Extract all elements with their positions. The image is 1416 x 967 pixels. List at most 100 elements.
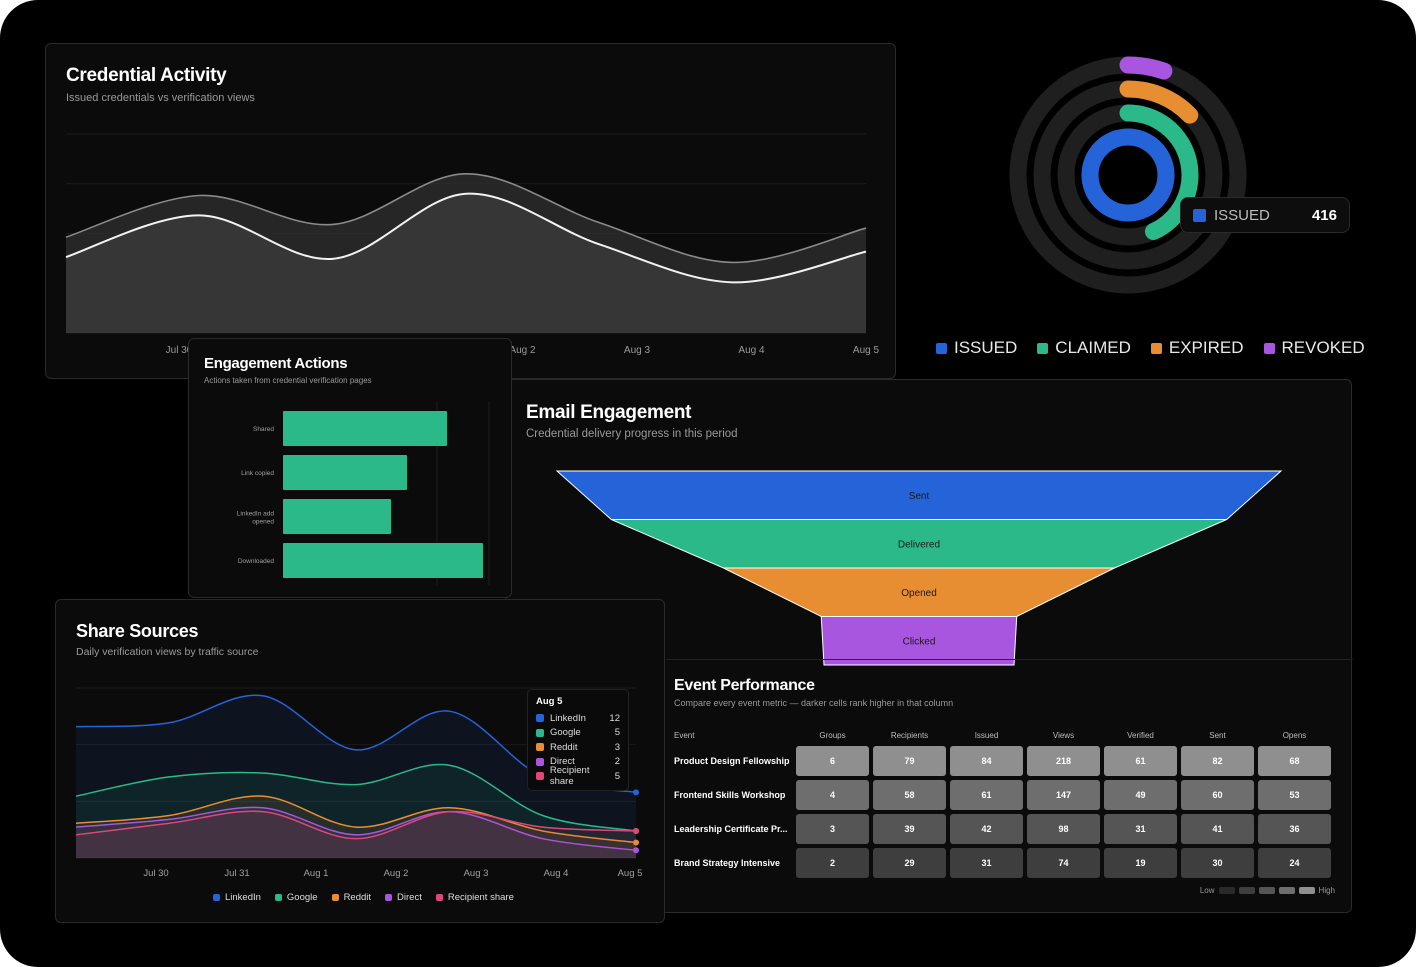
- metric-cell[interactable]: 61: [950, 780, 1023, 810]
- x-tick-label: Jul 30: [143, 868, 168, 879]
- tooltip-row-label: Reddit: [550, 741, 578, 753]
- legend-swatch: [213, 894, 220, 901]
- engagement-actions-card: Engagement Actions Actions taken from cr…: [188, 338, 512, 598]
- funnel-segment[interactable]: [820, 616, 1018, 666]
- metric-cell[interactable]: 2: [796, 848, 869, 878]
- radial-bar[interactable]: [1119, 80, 1199, 124]
- tooltip-swatch: [536, 757, 544, 766]
- point-linkedin[interactable]: [633, 789, 639, 796]
- column-header: Recipients: [890, 730, 929, 740]
- column-header: Opens: [1282, 730, 1307, 740]
- metric-cell[interactable]: 41: [1181, 814, 1254, 844]
- scale-swatch: [1218, 887, 1235, 894]
- legend-item-google[interactable]: Google: [274, 892, 318, 903]
- event-performance-title: Event Performance: [674, 677, 815, 694]
- funnel-label: Sent: [909, 491, 930, 502]
- card-title: Engagement Actions: [204, 355, 348, 372]
- metric-cell[interactable]: 49: [1104, 780, 1177, 810]
- scale-swatch: [1298, 887, 1315, 894]
- legend-label: Direct: [397, 892, 422, 903]
- x-tick-label: Aug 3: [464, 868, 489, 879]
- metric-cell[interactable]: 6: [796, 746, 869, 776]
- metric-cell[interactable]: 36: [1258, 814, 1331, 844]
- tooltip-row-value: 5: [614, 727, 620, 739]
- tooltip-row: Recipient share 5: [536, 765, 620, 787]
- metric-cell[interactable]: 84: [950, 746, 1023, 776]
- metric-cell[interactable]: 31: [1104, 814, 1177, 844]
- metric-cell[interactable]: 74: [1027, 848, 1100, 878]
- legend-item-recipient_share[interactable]: Recipient share: [435, 892, 514, 903]
- credential-activity-card: Credential Activity Issued credentials v…: [45, 43, 896, 379]
- table-row[interactable]: Brand Strategy Intensive 2 29 31 74 19 30 24: [674, 848, 1331, 878]
- metric-cell[interactable]: 42: [950, 814, 1023, 844]
- x-tick-label: Aug 3: [624, 345, 651, 356]
- legend-item-revoked[interactable]: REVOKED: [1263, 338, 1365, 358]
- legend-item-linkedin[interactable]: LinkedIn: [213, 892, 261, 903]
- card-subtitle: Issued credentials vs verification views: [66, 92, 255, 104]
- radial-bar[interactable]: [1119, 104, 1199, 241]
- metric-cell[interactable]: 98: [1027, 814, 1100, 844]
- legend-item-issued[interactable]: ISSUED: [936, 338, 1017, 358]
- radial-bar[interactable]: [1081, 128, 1175, 222]
- column-header: Issued: [974, 730, 999, 740]
- metric-cell[interactable]: 29: [873, 848, 946, 878]
- metric-cell[interactable]: 58: [873, 780, 946, 810]
- legend-swatch: [1263, 342, 1275, 354]
- status-radial-chart: [1009, 56, 1247, 294]
- column-header: Sent: [1209, 730, 1226, 740]
- x-tick-label: Aug 5: [853, 345, 880, 356]
- area-google: [76, 764, 636, 858]
- event-name: Leadership Certificate Pr...: [674, 824, 788, 834]
- status-legend[interactable]: ISSUED CLAIMED EXPIRED REVOKED: [936, 338, 1365, 358]
- share-sources-card: Share Sources Daily verification views b…: [55, 599, 665, 923]
- share-sources-legend[interactable]: LinkedIn Google Reddit Direct Recipient shar…: [213, 892, 514, 903]
- metric-cell[interactable]: 61: [1104, 746, 1177, 776]
- metric-cell[interactable]: 79: [873, 746, 946, 776]
- legend-label: CLAIMED: [1055, 338, 1131, 357]
- column-header: Verified: [1127, 730, 1154, 740]
- event-performance-subtitle: Compare every event metric — darker cell…: [674, 698, 954, 708]
- metric-cell[interactable]: 30: [1181, 848, 1254, 878]
- metric-cell[interactable]: 39: [873, 814, 946, 844]
- x-tick-label: Aug 5: [618, 868, 643, 879]
- x-tick-label: Aug 2: [509, 345, 536, 356]
- metric-cell[interactable]: 3: [796, 814, 869, 844]
- legend-item-reddit[interactable]: Reddit: [331, 892, 371, 903]
- tooltip-rows: LinkedIn 12 Google 5 Reddit 3 Direct 2 Recipient…: [536, 711, 620, 787]
- point-reddit[interactable]: [633, 839, 639, 846]
- scale-low-label: Low: [1199, 886, 1215, 895]
- category-label: Shared: [253, 426, 274, 433]
- metric-cell[interactable]: 68: [1258, 746, 1331, 776]
- email-funnel-chart: Sent Delivered Opened Clicked: [555, 470, 1283, 666]
- metric-cell[interactable]: 147: [1027, 780, 1100, 810]
- heat-scale-legend: Low High: [1200, 886, 1335, 895]
- legend-swatch: [385, 894, 393, 901]
- point-direct[interactable]: [633, 847, 639, 854]
- metric-cell[interactable]: 19: [1104, 848, 1177, 878]
- table-row[interactable]: Leadership Certificate Pr... 3 39 42 98 31 41 3…: [674, 814, 1331, 844]
- table-row[interactable]: Product Design Fellowship 6 79 84 218 61 82 68: [674, 746, 1331, 776]
- metric-cell[interactable]: 24: [1258, 848, 1331, 878]
- donut-tooltip: ISSUED 416: [1180, 197, 1350, 233]
- metric-cell[interactable]: 218: [1027, 746, 1100, 776]
- funnel-label: Delivered: [898, 539, 940, 550]
- point-recipient_share[interactable]: [633, 827, 639, 834]
- table-row[interactable]: Frontend Skills Workshop 4 58 61 147 49 60 53: [674, 780, 1331, 810]
- radial-bar[interactable]: [1119, 56, 1173, 80]
- email-engagement-card: Email Engagement Credential delivery pro…: [505, 379, 1353, 913]
- metric-cell[interactable]: 82: [1181, 746, 1254, 776]
- legend-item-claimed[interactable]: CLAIMED: [1037, 338, 1131, 358]
- legend-item-direct[interactable]: Direct: [385, 892, 422, 903]
- metric-cell[interactable]: 31: [950, 848, 1023, 878]
- tooltip-row-value: 3: [614, 741, 620, 753]
- metric-cell[interactable]: 53: [1258, 780, 1331, 810]
- metric-cell[interactable]: 4: [796, 780, 869, 810]
- category-label: Downloaded: [238, 558, 275, 565]
- scale-high-label: High: [1318, 886, 1335, 895]
- column-header: Event: [674, 730, 695, 740]
- line-reddit: [75, 795, 637, 844]
- metric-cell[interactable]: 60: [1181, 780, 1254, 810]
- card-subtitle: Daily verification views by traffic sour…: [76, 646, 259, 658]
- legend-item-expired[interactable]: EXPIRED: [1150, 338, 1244, 358]
